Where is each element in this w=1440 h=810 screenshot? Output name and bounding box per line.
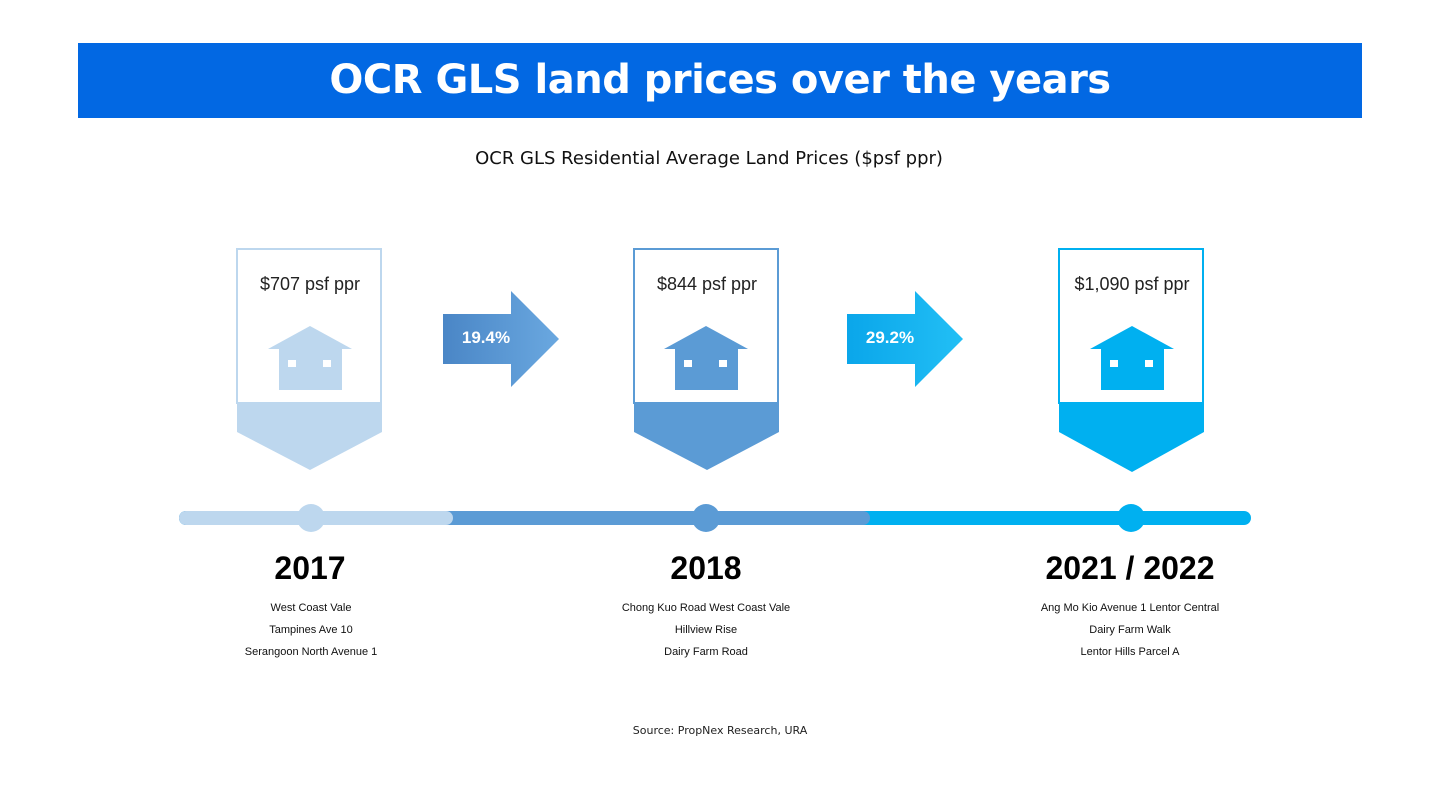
title-banner: OCR GLS land prices over the years (78, 43, 1362, 118)
list-item: Ang Mo Kio Avenue 1 Lentor Central (1040, 602, 1220, 614)
price-label-2017: $707 psf ppr (259, 274, 361, 294)
list-item: Hillview Rise (674, 624, 738, 636)
house-icon (268, 326, 352, 390)
list-item: Lentor Hills Parcel A (1080, 646, 1180, 658)
card-shape-2017 (236, 248, 382, 470)
price-card-2018: $844 psf ppr (633, 248, 781, 472)
price-card-2021-2022: $1,090 psf ppr (1058, 248, 1206, 474)
house-icon (1090, 326, 1174, 390)
list-item: West Coast Vale (270, 602, 352, 614)
arrow-right-icon (847, 291, 963, 387)
source-note: Source: PropNex Research, URA (632, 724, 808, 737)
timeline (178, 500, 1254, 541)
timeline-dot-2021-2022 (1117, 504, 1145, 532)
house-icon (664, 326, 748, 390)
growth-label-1: 19.4% (461, 328, 511, 347)
card-shape-2018 (633, 248, 779, 470)
list-item: Tampines Ave 10 (269, 624, 353, 636)
location-list-2018: Chong Kuo Road West Coast Vale Hillview … (546, 599, 866, 665)
price-label-2018: $844 psf ppr (656, 274, 758, 294)
chart-subtitle: OCR GLS Residential Average Land Prices … (475, 148, 943, 169)
timeline-bar (179, 504, 1251, 532)
growth-arrow-2018-2021: 29.2% (845, 290, 965, 388)
card-shape-2021-2022 (1058, 248, 1204, 472)
location-list-2021-2022: Ang Mo Kio Avenue 1 Lentor Central Dairy… (970, 599, 1290, 665)
price-label-2021-2022: $1,090 psf ppr (1074, 274, 1190, 294)
location-list-2017: West Coast Vale Tampines Ave 10 Serangoo… (151, 599, 471, 665)
growth-arrow-2017-2018: 19.4% (441, 290, 561, 388)
year-label-2018: 2018 (670, 550, 742, 586)
growth-label-2: 29.2% (865, 328, 915, 347)
list-item: Serangoon North Avenue 1 (244, 646, 378, 658)
price-card-2017: $707 psf ppr (236, 248, 384, 472)
year-label-2017: 2017 (274, 550, 346, 586)
list-item: Dairy Farm Walk (1089, 624, 1171, 636)
list-item: Dairy Farm Road (664, 646, 748, 658)
timeline-dot-2017 (297, 504, 325, 532)
year-label-2021-2022: 2021 / 2022 (1045, 550, 1215, 586)
arrow-right-icon (443, 291, 559, 387)
timeline-dot-2018 (692, 504, 720, 532)
list-item: Chong Kuo Road West Coast Vale (621, 602, 791, 614)
